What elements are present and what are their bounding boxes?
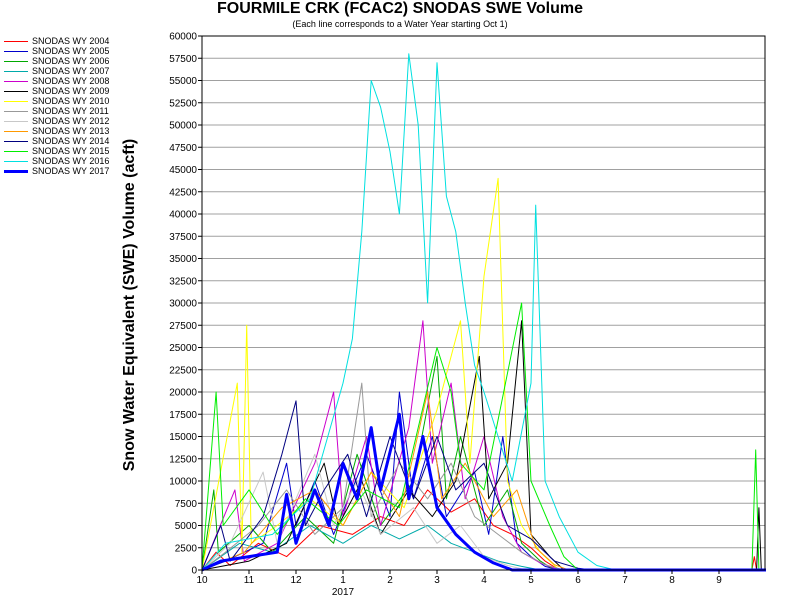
series-lines (201, 53, 766, 572)
legend-item: SNODAS WY 2005 (4, 46, 109, 56)
legend-label: SNODAS WY 2012 (32, 116, 110, 126)
legend-label: SNODAS WY 2017 (32, 166, 110, 176)
series-line-snodas-wy-2009 (201, 320, 766, 571)
x-year-label: 2017 (332, 587, 355, 598)
legend-label: SNODAS WY 2006 (32, 56, 110, 66)
chart-title: FOURMILE CRK (FCAC2) SNODAS SWE Volume (217, 0, 583, 17)
legend-item: SNODAS WY 2012 (4, 116, 109, 126)
y-tick-label: 35000 (169, 254, 197, 265)
legend: SNODAS WY 2004 SNODAS WY 2005 SNODAS WY 20… (4, 36, 109, 176)
legend-item: SNODAS WY 2010 (4, 96, 109, 106)
y-tick-label: 20000 (169, 388, 197, 399)
y-tick-label: 32500 (169, 276, 197, 287)
legend-swatch (4, 110, 28, 112)
y-tick-label: 5000 (175, 521, 198, 532)
x-tick-label: 7 (622, 575, 628, 586)
legend-item: SNODAS WY 2017 (4, 166, 109, 176)
y-tick-label: 7500 (175, 499, 198, 510)
y-tick-label: 55000 (169, 76, 197, 87)
x-tick-label: 11 (244, 575, 255, 586)
legend-label: SNODAS WY 2015 (32, 146, 110, 156)
legend-item: SNODAS WY 2004 (4, 36, 109, 46)
y-tick-label: 22500 (169, 365, 197, 376)
y-tick-label: 45000 (169, 165, 197, 176)
series-line-snodas-wy-2010 (201, 177, 766, 571)
y-tick-label: 12500 (169, 454, 197, 465)
legend-label: SNODAS WY 2011 (32, 106, 109, 116)
y-tick-label: 25000 (169, 343, 197, 354)
y-tick-label: 2500 (175, 543, 198, 554)
series-line-snodas-wy-2016 (201, 53, 766, 571)
legend-label: SNODAS WY 2010 (32, 96, 110, 106)
legend-item: SNODAS WY 2006 (4, 56, 109, 66)
legend-swatch (4, 60, 28, 62)
y-tick-label: 52500 (169, 98, 197, 109)
legend-label: SNODAS WY 2004 (32, 36, 110, 46)
legend-swatch (4, 130, 28, 132)
legend-item: SNODAS WY 2015 (4, 146, 109, 156)
y-ticks: 0 2500 5000 7500 10000 12500 15000 17500 20000 22… (169, 32, 202, 577)
legend-item: SNODAS WY 2007 (4, 66, 109, 76)
legend-label: SNODAS WY 2005 (32, 46, 110, 56)
legend-item: SNODAS WY 2009 (4, 86, 109, 96)
legend-item: SNODAS WY 2008 (4, 76, 109, 86)
legend-swatch (4, 100, 28, 102)
y-tick-label: 47500 (169, 143, 197, 154)
series-line-snodas-wy-2013 (201, 391, 766, 571)
series-line-snodas-wy-2014 (201, 400, 766, 571)
legend-swatch (4, 169, 28, 173)
y-tick-label: 0 (191, 566, 197, 577)
y-tick-label: 50000 (169, 121, 197, 132)
x-tick-label: 1 (340, 575, 346, 586)
series-line-snodas-wy-2012 (201, 453, 766, 571)
x-tick-label: 12 (290, 575, 302, 586)
legend-item: SNODAS WY 2013 (4, 126, 109, 136)
x-tick-label: 8 (669, 575, 675, 586)
y-tick-label: 42500 (169, 187, 197, 198)
x-tick-label: 6 (575, 575, 581, 586)
y-tick-label: 10000 (169, 477, 197, 488)
legend-label: SNODAS WY 2013 (32, 126, 110, 136)
series-line-snodas-wy-2008 (201, 320, 766, 571)
x-tick-label: 4 (481, 575, 487, 586)
legend-label: SNODAS WY 2009 (32, 86, 110, 96)
x-tick-label: 10 (196, 575, 208, 586)
legend-swatch (4, 40, 28, 42)
legend-label: SNODAS WY 2008 (32, 76, 110, 86)
chart-subtitle: (Each line corresponds to a Water Year s… (292, 19, 508, 29)
legend-item: SNODAS WY 2016 (4, 156, 109, 166)
y-tick-label: 40000 (169, 210, 197, 221)
y-tick-label: 15000 (169, 432, 197, 443)
x-tick-label: 5 (528, 575, 534, 586)
y-tick-label: 37500 (169, 232, 197, 243)
series-line-snodas-wy-2017 (201, 412, 766, 572)
legend-swatch (4, 150, 28, 152)
legend-swatch (4, 160, 28, 162)
legend-label: SNODAS WY 2016 (32, 156, 110, 166)
legend-swatch (4, 50, 28, 52)
legend-swatch (4, 140, 28, 142)
legend-swatch (4, 70, 28, 72)
legend-item: SNODAS WY 2014 (4, 136, 109, 146)
legend-label: SNODAS WY 2007 (32, 66, 110, 76)
y-tick-label: 27500 (169, 321, 197, 332)
x-tick-label: 9 (716, 575, 722, 586)
y-tick-label: 57500 (169, 54, 197, 65)
x-tick-label: 2 (387, 575, 393, 586)
y-tick-label: 17500 (169, 410, 197, 421)
legend-swatch (4, 90, 28, 92)
y-tick-label: 60000 (169, 32, 197, 43)
legend-item: SNODAS WY 2011 (4, 106, 109, 116)
legend-label: SNODAS WY 2014 (32, 136, 110, 146)
legend-swatch (4, 80, 28, 82)
series-line-snodas-wy-2011 (201, 382, 766, 571)
y-tick-label: 30000 (169, 299, 197, 310)
legend-swatch (4, 120, 28, 122)
x-tick-label: 3 (434, 575, 440, 586)
